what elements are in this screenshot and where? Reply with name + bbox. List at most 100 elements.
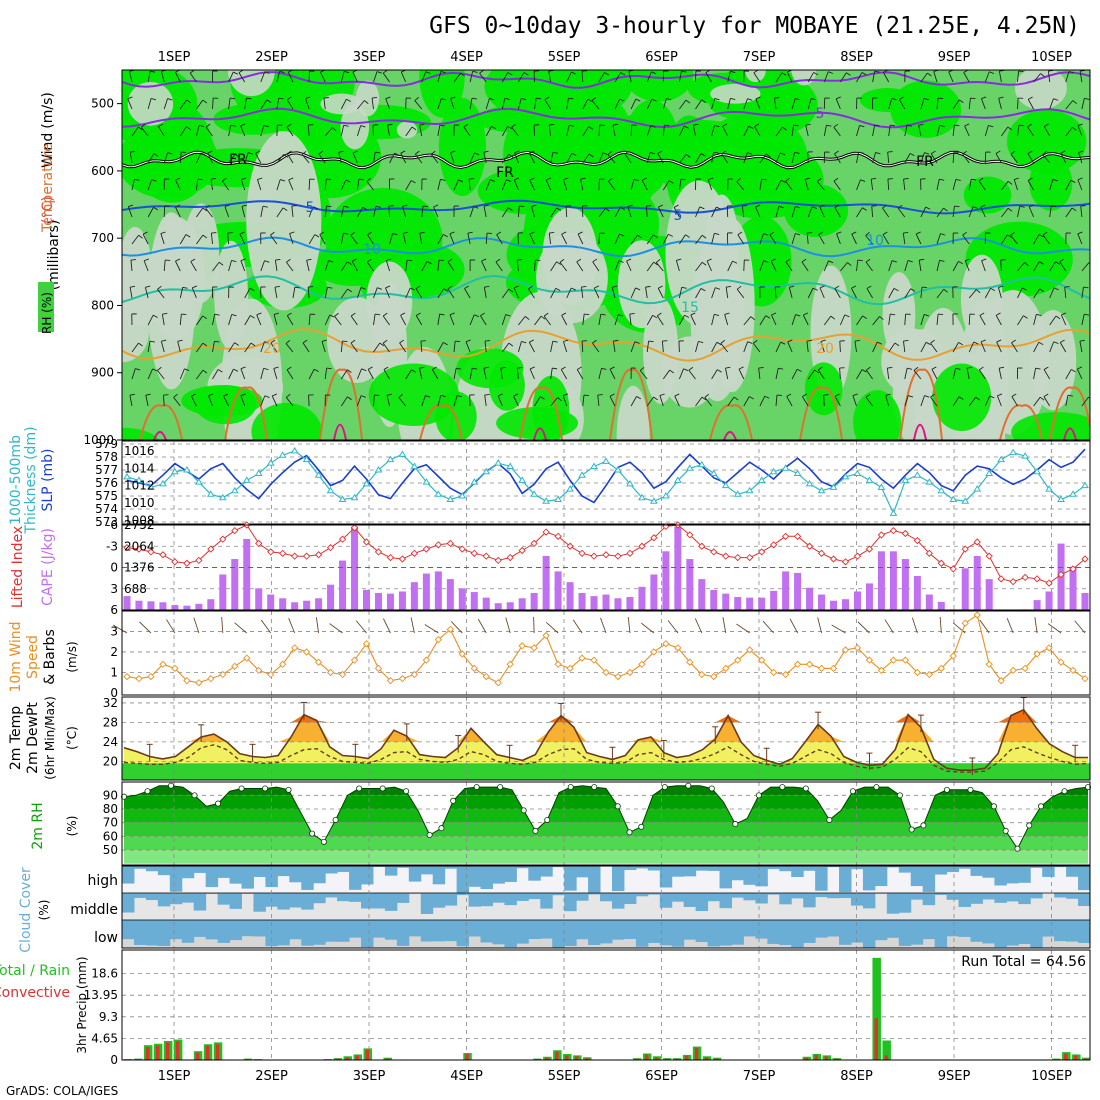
tick-label: 1000 — [83, 433, 114, 447]
wind-barb — [1049, 287, 1055, 299]
cape-bar — [470, 592, 478, 610]
wind-barb — [794, 151, 800, 154]
wind-barb — [410, 287, 416, 291]
wind-barb — [484, 341, 487, 353]
wind-barb — [856, 369, 863, 380]
tick-label: 90 — [103, 788, 118, 802]
rh-marker — [920, 822, 927, 829]
wind-barb — [1077, 125, 1083, 137]
wind-barb — [340, 206, 345, 218]
cloud-high-bar — [349, 866, 362, 890]
wind-barb — [207, 152, 213, 164]
cloud-low-bar — [719, 920, 732, 946]
wind-barb — [577, 233, 584, 245]
wind-barb — [582, 98, 589, 110]
ylabel-cloud-unit: (%) — [37, 900, 51, 921]
wind-barb — [240, 393, 246, 397]
wind-barb — [1010, 235, 1018, 245]
wind-barb — [561, 315, 568, 326]
date-label-top: 1SEP — [158, 50, 191, 65]
rh-band — [124, 809, 1088, 823]
cloud-low-bar — [922, 920, 936, 940]
wind-barb — [598, 368, 602, 380]
slp-marker — [1033, 467, 1041, 475]
wind-barb — [698, 340, 704, 344]
wind-barb — [217, 369, 223, 373]
wind-barb — [151, 179, 157, 182]
wind-barb — [801, 261, 809, 272]
wind-barb — [592, 258, 598, 263]
wind-barb — [324, 368, 328, 380]
wind-barb — [177, 341, 181, 353]
wind-barb — [1077, 233, 1083, 245]
contour-line — [122, 274, 1090, 306]
wind-barb — [989, 395, 995, 399]
wind-barb — [765, 153, 771, 158]
precip-conv-bar — [1064, 1053, 1068, 1060]
cloud-low-bar — [1018, 920, 1031, 945]
wind-barb — [240, 123, 246, 127]
wind-barb — [324, 260, 329, 272]
wind-barb — [343, 70, 350, 74]
wind-barb — [256, 314, 262, 326]
contour-line — [122, 71, 1090, 89]
wind-barb — [727, 260, 733, 272]
wind-barb — [1060, 339, 1065, 343]
tick-label: 70 — [103, 816, 118, 830]
rh-marker — [450, 797, 457, 804]
wind-marker — [398, 674, 407, 683]
contour-label: 10 — [866, 233, 884, 249]
wind-marker — [985, 660, 993, 668]
wind-barb — [817, 617, 822, 634]
cape-bar — [374, 593, 382, 610]
wind-barb — [635, 98, 641, 102]
wind-barb — [260, 206, 264, 218]
wind-marker — [1021, 664, 1029, 673]
slp-marker — [769, 467, 778, 475]
wind-barb — [167, 98, 173, 101]
wind-barb — [851, 285, 857, 289]
wind-barb — [449, 314, 455, 326]
wind-barb — [550, 368, 553, 380]
date-label-top: 7SEP — [743, 50, 776, 65]
wind-barb — [356, 125, 362, 137]
wind-barb — [398, 397, 407, 407]
precip-conv-bar — [205, 1045, 210, 1060]
wind-barb — [382, 312, 388, 317]
wind-barb — [260, 125, 265, 137]
wind-barb — [173, 393, 178, 398]
wind-barb — [920, 287, 923, 299]
wind-barb — [820, 341, 825, 353]
tick-label: 3 — [110, 582, 118, 596]
wind-barb — [984, 125, 989, 137]
wind-barb — [651, 71, 657, 75]
rh-marker — [215, 800, 222, 807]
wind-barb — [780, 179, 786, 183]
wind-barb — [614, 260, 620, 272]
cloud-low-bar — [1030, 920, 1043, 948]
slp-marker — [1081, 481, 1089, 489]
wind-barb — [732, 260, 738, 264]
cloud-middle-bar — [528, 893, 541, 900]
wind-barb — [163, 152, 169, 164]
run-total: Run Total = 64.56 — [961, 954, 1086, 970]
rh-marker — [755, 792, 762, 799]
cape-bar — [853, 591, 861, 610]
wind-barb — [769, 234, 777, 245]
wind-barb — [291, 206, 294, 218]
wind-barb — [483, 152, 487, 164]
wind-barb — [375, 205, 381, 208]
lifted-marker — [554, 532, 562, 540]
wind-barb — [356, 368, 362, 380]
wind-barb — [870, 179, 874, 191]
wind-barb — [529, 339, 534, 343]
cape-bar — [578, 593, 586, 610]
wind-barb — [952, 206, 955, 218]
wind-barb — [489, 179, 495, 182]
cloud-low-bar — [647, 920, 661, 943]
wind-barb — [1081, 396, 1089, 407]
ylabel-precip-b: Convective — [0, 985, 70, 1001]
wind-barb — [362, 206, 368, 211]
ylabel-cloud: Cloud Cover — [18, 867, 34, 953]
